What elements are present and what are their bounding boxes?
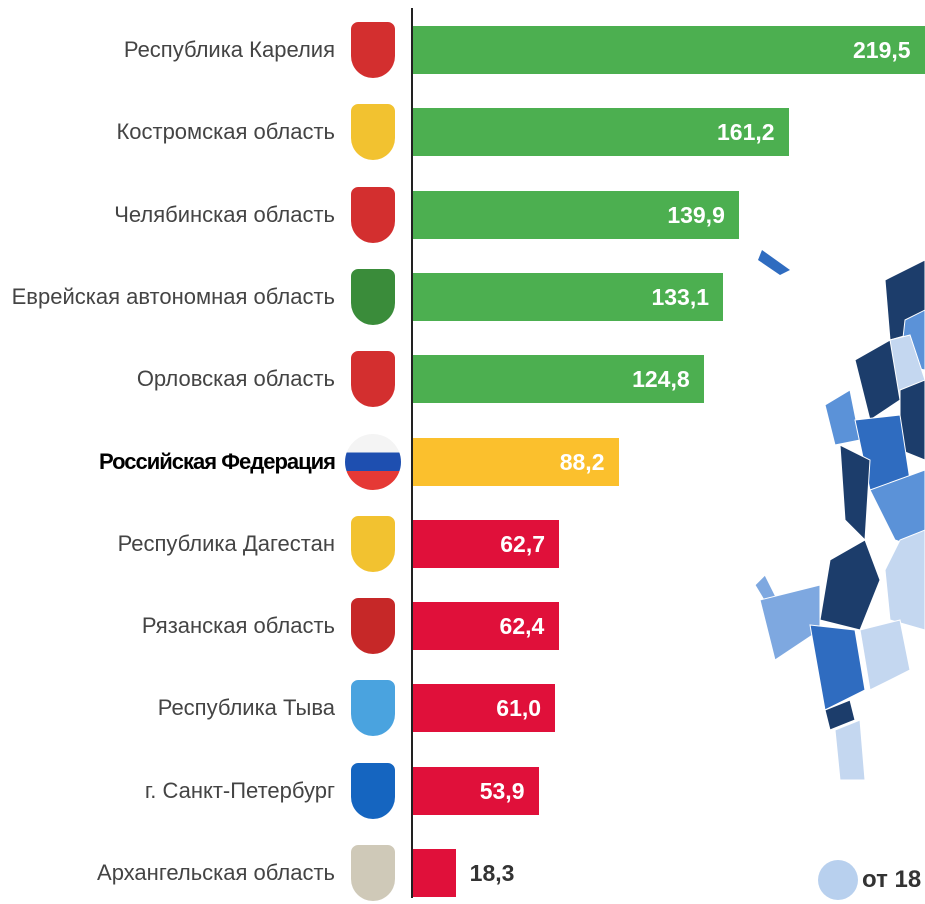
value-label: 88,2 [559,448,605,475]
legend-label: от 18 [862,866,922,893]
emblem [351,104,395,161]
emblem [351,186,395,243]
bar [413,272,724,321]
bar [413,766,539,815]
bar [413,108,789,157]
emblem [351,22,395,78]
value-label: 139,9 [667,201,725,228]
value-label: 133,1 [651,283,710,310]
bar [413,190,740,239]
value-label: 53,9 [479,777,525,804]
category-label: Республика Карелия [123,37,335,62]
bar [413,684,556,733]
value-label: 61,0 [496,695,542,722]
emblem [351,268,395,325]
value-label: 18,3 [469,860,515,886]
emblem [351,680,395,737]
category-label: Республика Тыва [157,695,335,721]
category-label: Орловская область [136,366,335,392]
category-label: Республика Дагестан [117,530,335,556]
category-label: Архангельская область [97,860,335,885]
value-label: 124,8 [632,366,690,393]
value-label: 161,2 [717,119,775,146]
emblem [351,515,395,572]
category-label: Рязанская область [141,613,335,639]
bar [413,26,925,74]
bar [413,519,560,568]
value-label: 62,7 [500,530,546,557]
emblem [351,762,395,819]
bar [413,437,619,486]
emblem [351,351,395,408]
axis-line [411,8,413,898]
category-label: г. Санкт-Петербург [144,777,335,803]
category-label: Российская Федерация [99,448,336,474]
emblem [351,845,395,901]
value-label: 62,4 [499,613,545,640]
legend-swatch [818,860,858,900]
bar [413,355,705,404]
map [754,250,925,781]
emblem [345,433,401,490]
emblem [351,598,395,655]
bar [413,602,559,651]
category-label: Челябинская область [114,201,335,227]
category-label: Еврейская автономная область [11,283,335,309]
value-label: 219,5 [853,37,911,63]
bar [413,849,456,897]
category-label: Костромская область [116,119,335,145]
